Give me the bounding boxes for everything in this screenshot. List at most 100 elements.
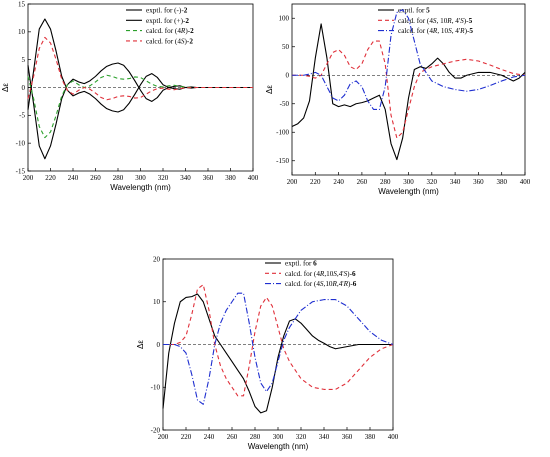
chart-panel-1: 200 220 240 260 280 300 320 340 360 380 400-15-10-…	[1, 0, 259, 192]
legend-text-part: exptl. for (+)-	[146, 17, 186, 25]
legend-text-part: 2	[184, 7, 188, 15]
x-tick-label: 220	[310, 178, 321, 186]
x-tick-label: 220	[181, 433, 192, 441]
y-tick-label: 100	[279, 15, 290, 23]
legend-text-part: calcd. for (4	[285, 280, 320, 288]
legend-text-part: calcd. for (4	[398, 27, 433, 35]
legend-text-part: R	[332, 280, 338, 288]
series-line-3	[27, 74, 253, 139]
legend-text-part: 6	[352, 270, 356, 278]
legend-text-part: R	[446, 17, 452, 25]
legend-text-part: S	[181, 37, 185, 45]
x-tick-label: 400	[248, 174, 259, 182]
x-tick-label: 380	[225, 174, 236, 182]
x-tick-label: 300	[135, 174, 146, 182]
x-tick-label: 200	[23, 174, 34, 182]
legend-text-part: ,4'	[337, 280, 344, 288]
series-line-1	[291, 23, 526, 161]
legend-text-part: R	[180, 27, 186, 35]
legend-text-part: )-	[348, 280, 353, 288]
legend-text-part: )-	[185, 27, 190, 35]
legend-text-part: 2	[185, 17, 189, 25]
legend-text-part: )-	[347, 270, 352, 278]
y-tick-label: -15	[16, 167, 26, 175]
legend-text-part: R	[319, 270, 325, 278]
series-line-2	[163, 284, 394, 397]
legend-text-part: S	[448, 27, 452, 35]
y-tick-label: 50	[282, 43, 290, 51]
y-tick-label: -50	[280, 100, 290, 108]
legend-text-part: 2	[190, 27, 194, 35]
y-tick-label: -10	[16, 140, 26, 148]
x-tick-label: 220	[45, 174, 56, 182]
x-tick-label: 200	[287, 178, 298, 186]
series-line-1	[27, 18, 253, 113]
legend-text-part: S	[433, 17, 437, 25]
legend-text-part: ,10	[324, 280, 333, 288]
x-axis-label: Wavelength (nm)	[248, 442, 309, 451]
legend-entry-4: calcd. for (4S)-2	[146, 37, 193, 45]
x-tick-label: 400	[388, 433, 399, 441]
x-tick-label: 280	[113, 174, 124, 182]
x-tick-label: 280	[380, 178, 391, 186]
legend-text-part: R	[432, 27, 438, 35]
legend-text-part: )-	[185, 37, 190, 45]
legend-text-part: ,4'	[337, 270, 344, 278]
y-tick-label: 10	[18, 28, 26, 36]
y-tick-label: 10	[153, 298, 161, 306]
x-tick-label: 340	[450, 178, 461, 186]
y-tick-label: 15	[18, 0, 26, 8]
legend-text-part: )-	[465, 27, 470, 35]
x-tick-label: 240	[204, 433, 215, 441]
x-tick-label: 200	[158, 433, 169, 441]
x-tick-label: 360	[473, 178, 484, 186]
x-tick-label: 240	[333, 178, 344, 186]
y-tick-label: -5	[19, 112, 25, 120]
legend-text-part: calcd. for (4	[146, 37, 181, 45]
y-tick-label: 5	[22, 56, 26, 64]
x-tick-label: 360	[203, 174, 214, 182]
legend-text-part: 6	[313, 260, 317, 268]
legend-entry-3: calcd. for (4R)-2	[146, 27, 194, 35]
x-tick-label: 260	[357, 178, 368, 186]
x-tick-label: 300	[273, 433, 284, 441]
legend-text-part: calcd. for (4	[146, 27, 181, 35]
legend-text-part: , 10	[437, 27, 448, 35]
x-tick-label: 260	[90, 174, 101, 182]
x-tick-label: 320	[296, 433, 307, 441]
x-tick-label: 300	[403, 178, 414, 186]
x-tick-label: 240	[68, 174, 79, 182]
series-line-4	[27, 36, 253, 101]
x-tick-label: 380	[496, 178, 507, 186]
legend-text-part: S	[344, 270, 348, 278]
legend-text-part: , 4'	[452, 17, 460, 25]
y-tick-label: -20	[151, 426, 161, 434]
series-line-1	[162, 293, 393, 414]
x-tick-label: 260	[227, 433, 238, 441]
chart-panel-2: 200 220 240 260 280 300 320 340 360 380 400 -150 -10…	[265, 3, 531, 196]
x-axis-label: Wavelength (nm)	[378, 187, 439, 196]
legend-text-part: S	[320, 280, 324, 288]
x-tick-label: 360	[342, 433, 353, 441]
x-tick-label: 320	[427, 178, 438, 186]
y-axis-label: Δε	[1, 83, 10, 92]
legend-text-part: R	[343, 280, 349, 288]
legend-entry-2: calcd. for (4S, 10R, 4'S)-5	[398, 17, 473, 25]
legend-text-part: )-	[464, 17, 469, 25]
legend-entry-1: exptl. for (-)-2	[146, 7, 188, 15]
y-tick-label: 20	[153, 255, 161, 263]
y-tick-label: 0	[22, 84, 26, 92]
legend-text-part: 2	[189, 37, 193, 45]
x-tick-label: 340	[180, 174, 191, 182]
legend-text-part: 6	[353, 280, 357, 288]
legend-text-part: 5	[469, 27, 473, 35]
legend-text-part: , 4'	[452, 27, 460, 35]
legend-text-part: S	[333, 270, 337, 278]
y-tick-label: -150	[276, 157, 289, 165]
legend-text-part: S	[460, 17, 464, 25]
legend-text-part: R	[459, 27, 465, 35]
legend-entry-3: calcd. for (4S,10R,4'R)-6	[285, 280, 357, 288]
legend-text-part: calcd. for (4	[398, 17, 433, 25]
x-tick-label: 380	[365, 433, 376, 441]
